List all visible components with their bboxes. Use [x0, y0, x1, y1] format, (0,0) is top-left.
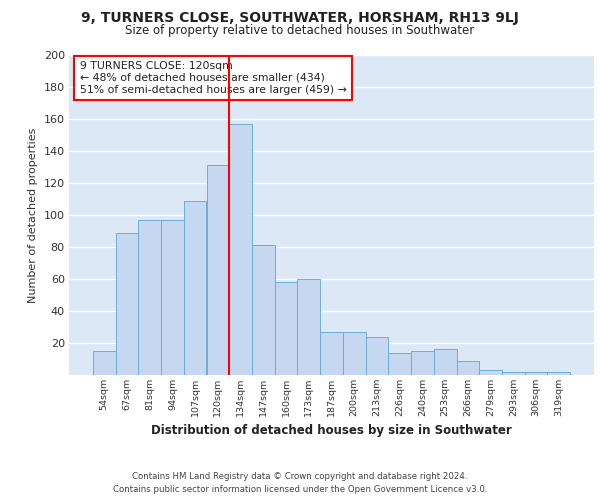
- Text: Contains HM Land Registry data © Crown copyright and database right 2024.
Contai: Contains HM Land Registry data © Crown c…: [113, 472, 487, 494]
- X-axis label: Distribution of detached houses by size in Southwater: Distribution of detached houses by size …: [151, 424, 512, 438]
- Bar: [206, 166, 229, 375]
- Bar: [184, 200, 206, 375]
- Bar: [229, 124, 252, 375]
- Bar: [275, 282, 298, 375]
- Bar: [252, 246, 275, 375]
- Bar: [139, 220, 161, 375]
- Bar: [411, 351, 434, 375]
- Bar: [161, 220, 184, 375]
- Text: 9 TURNERS CLOSE: 120sqm
← 48% of detached houses are smaller (434)
51% of semi-d: 9 TURNERS CLOSE: 120sqm ← 48% of detache…: [79, 62, 346, 94]
- Text: 9, TURNERS CLOSE, SOUTHWATER, HORSHAM, RH13 9LJ: 9, TURNERS CLOSE, SOUTHWATER, HORSHAM, R…: [81, 11, 519, 25]
- Bar: [93, 351, 116, 375]
- Bar: [547, 372, 570, 375]
- Bar: [116, 232, 139, 375]
- Y-axis label: Number of detached properties: Number of detached properties: [28, 128, 38, 302]
- Bar: [388, 352, 411, 375]
- Bar: [365, 336, 388, 375]
- Bar: [298, 279, 320, 375]
- Bar: [320, 332, 343, 375]
- Bar: [457, 360, 479, 375]
- Bar: [434, 350, 457, 375]
- Bar: [479, 370, 502, 375]
- Bar: [524, 372, 547, 375]
- Bar: [343, 332, 365, 375]
- Bar: [502, 372, 524, 375]
- Text: Size of property relative to detached houses in Southwater: Size of property relative to detached ho…: [125, 24, 475, 37]
